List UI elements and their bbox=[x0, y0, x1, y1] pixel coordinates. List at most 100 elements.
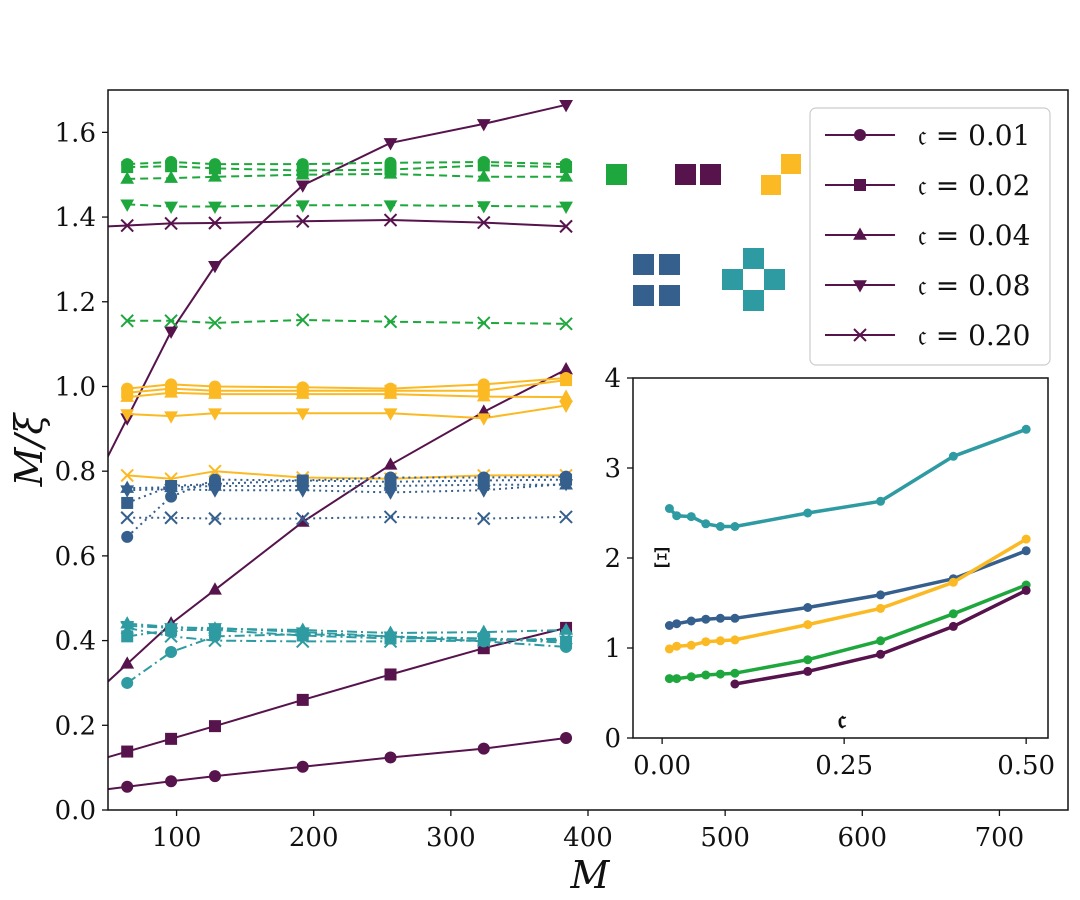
data-point-four-squares-x bbox=[477, 511, 491, 526]
inset-point-single-square bbox=[686, 672, 696, 682]
data-point-two-squares-triangle-down bbox=[476, 119, 491, 132]
inset-point-diagonal-squares bbox=[664, 644, 674, 654]
x-tick-label: 100 bbox=[152, 823, 202, 853]
series-line-two-squares-square bbox=[108, 626, 567, 759]
data-point-cross-x bbox=[164, 629, 178, 644]
y-tick-label: 1.4 bbox=[55, 203, 96, 233]
data-point-two-squares-circle bbox=[384, 751, 397, 764]
inset-point-single-square bbox=[730, 668, 740, 678]
inset-point-single-square bbox=[715, 669, 725, 679]
inset-y-tick-label: 2 bbox=[604, 544, 621, 574]
data-point-two-squares-circle bbox=[477, 742, 490, 755]
inset-point-diagonal-squares bbox=[715, 636, 725, 646]
inset-x-axis-label: 𝔠 bbox=[838, 705, 847, 735]
data-point-diagonal-squares-triangle-up bbox=[164, 385, 178, 398]
main-plot-area bbox=[108, 100, 573, 793]
data-point-diagonal-squares-triangle-up bbox=[476, 389, 491, 402]
data-point-two-squares-triangle-up bbox=[559, 362, 573, 375]
y-tick-label: 1.6 bbox=[55, 118, 96, 148]
inset-point-four-squares bbox=[730, 613, 740, 623]
data-point-cross-x bbox=[296, 634, 310, 649]
data-point-cross-x bbox=[383, 634, 398, 649]
four-squares-icon bbox=[633, 254, 654, 275]
inset-point-cross bbox=[715, 522, 725, 531]
data-point-diagonal-squares-x bbox=[120, 468, 134, 483]
data-point-two-squares-triangle-down bbox=[295, 180, 310, 193]
data-point-two-squares-triangle-down bbox=[559, 100, 573, 113]
inset-point-cross bbox=[686, 512, 696, 522]
data-point-two-squares-square bbox=[208, 720, 221, 733]
data-point-single-square-triangle-up bbox=[208, 169, 222, 182]
two-squares-icon bbox=[675, 164, 696, 185]
data-point-diagonal-squares-triangle-up bbox=[120, 389, 135, 402]
diagonal-squares-icon bbox=[761, 175, 781, 195]
data-point-two-squares-x bbox=[296, 214, 310, 229]
data-point-diagonal-squares-triangle-up bbox=[208, 386, 222, 399]
data-point-single-square-x bbox=[559, 317, 573, 331]
data-point-cross-x bbox=[559, 631, 573, 646]
data-point-two-squares-triangle-down bbox=[164, 326, 178, 339]
data-point-single-square-x bbox=[296, 313, 310, 327]
data-point-diagonal-squares-triangle-up bbox=[559, 389, 573, 402]
cross-icon bbox=[743, 290, 764, 311]
data-point-single-square-square bbox=[560, 161, 573, 174]
data-point-cross-triangle-down bbox=[164, 623, 178, 636]
x-tick-label: 400 bbox=[563, 823, 613, 853]
inset-point-cross bbox=[701, 519, 711, 529]
data-point-two-squares-triangle-down bbox=[383, 138, 398, 151]
inset-point-single-square bbox=[803, 655, 813, 665]
data-point-diagonal-squares-triangle-down bbox=[120, 409, 135, 422]
inset-y-tick-label: 0 bbox=[604, 724, 621, 754]
data-point-two-squares-triangle-down bbox=[208, 260, 222, 274]
data-point-single-square-triangle-down bbox=[476, 201, 491, 214]
four-squares-icon bbox=[633, 285, 654, 306]
data-point-single-square-triangle-down bbox=[120, 199, 135, 212]
inset-x-tick-label: 0.50 bbox=[997, 751, 1055, 781]
inset-point-diagonal-squares bbox=[1021, 534, 1031, 544]
main-x-axis-label: M bbox=[570, 853, 611, 897]
data-point-four-squares-x bbox=[208, 511, 222, 526]
data-point-two-squares-x bbox=[208, 216, 222, 230]
data-point-two-squares-triangle-up bbox=[295, 514, 310, 527]
data-point-single-square-x bbox=[383, 314, 398, 329]
inset-y-tick-label: 4 bbox=[604, 364, 621, 394]
main-axes bbox=[102, 89, 1069, 816]
x-tick-label: 600 bbox=[837, 823, 887, 853]
y-tick-label: 0.2 bbox=[55, 711, 96, 741]
inset-chart: 0.00 0.25 0.50 0 1 2 3 4 𝔠 Ξ bbox=[604, 364, 1055, 781]
data-point-single-square-x bbox=[164, 314, 178, 328]
data-point-single-square-x bbox=[477, 316, 491, 330]
data-point-four-squares-square bbox=[121, 496, 134, 509]
data-point-four-squares-x bbox=[296, 511, 310, 526]
data-point-four-squares-x bbox=[120, 511, 134, 525]
inset-point-single-square bbox=[948, 609, 958, 619]
inset-point-diagonal-squares bbox=[876, 603, 886, 613]
data-point-single-square-triangle-down bbox=[164, 201, 178, 214]
inset-point-cross bbox=[948, 451, 958, 461]
inset-line-cross bbox=[668, 427, 1027, 529]
inset-x-tick-label: 0.25 bbox=[815, 751, 873, 781]
legend-label: 𝔠 = 0.04 bbox=[918, 219, 1030, 252]
inset-point-two-squares bbox=[948, 621, 958, 631]
data-point-two-squares-circle bbox=[208, 770, 221, 783]
data-point-cross-x bbox=[208, 633, 222, 648]
data-point-cross-triangle-down bbox=[559, 635, 573, 649]
legend-label: 𝔠 = 0.08 bbox=[918, 269, 1030, 302]
data-point-single-square-square bbox=[121, 161, 134, 174]
y-tick-label: 1.0 bbox=[55, 372, 96, 402]
data-point-cross-triangle-down bbox=[295, 627, 310, 640]
data-point-single-square-triangle-down bbox=[559, 201, 573, 214]
data-point-two-squares-circle bbox=[560, 732, 573, 744]
data-point-four-squares-triangle-down bbox=[476, 485, 491, 498]
data-point-diagonal-squares-triangle-up bbox=[295, 386, 310, 399]
data-point-single-square-triangle-up bbox=[476, 169, 491, 182]
series-line-two-squares-triangle-up bbox=[108, 368, 567, 683]
legend-label: 𝔠 = 0.20 bbox=[918, 319, 1030, 352]
legend-marker-circle bbox=[854, 129, 866, 141]
inset-point-four-squares bbox=[715, 613, 725, 623]
data-point-cross-x bbox=[477, 633, 491, 648]
legend-marker-triangle-down bbox=[853, 280, 867, 293]
inset-point-two-squares bbox=[803, 666, 813, 676]
inset-line-single-square bbox=[669, 583, 1027, 681]
inset-point-cross bbox=[803, 508, 813, 518]
